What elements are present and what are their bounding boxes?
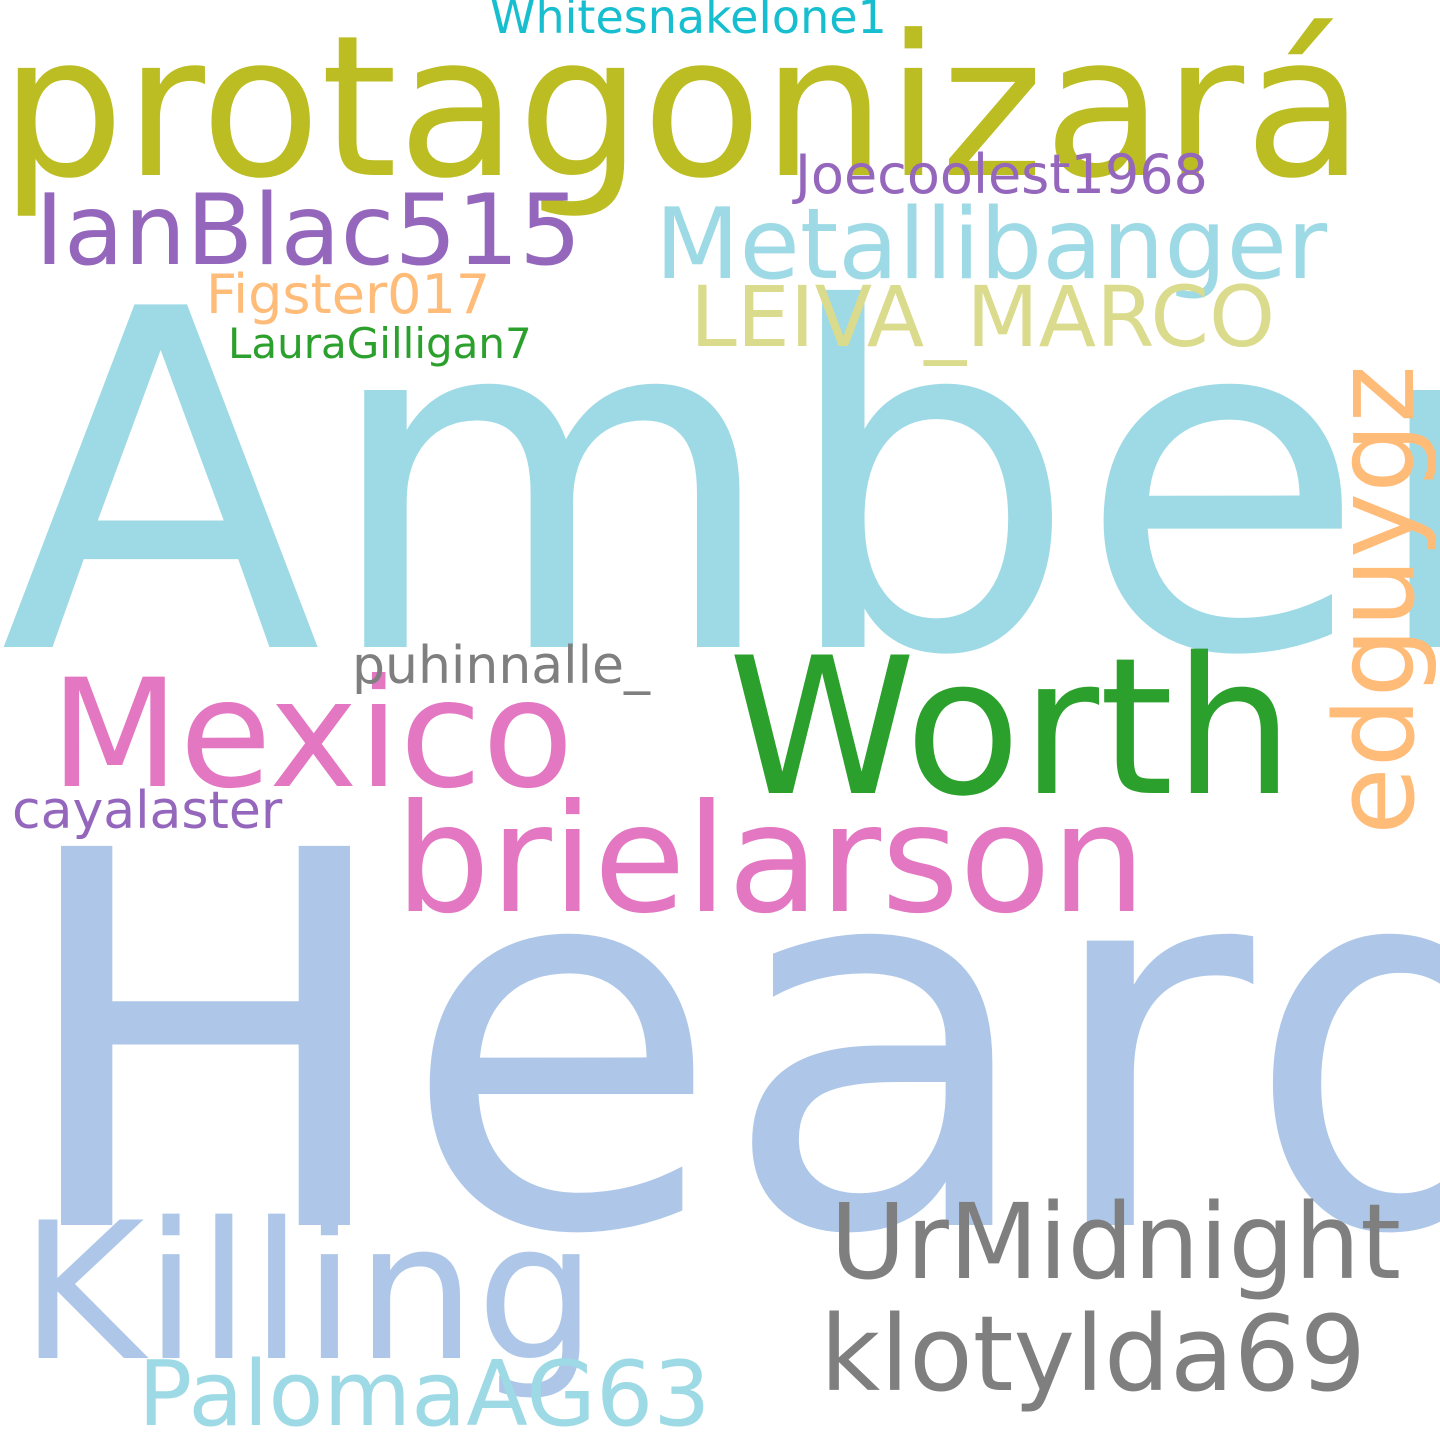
- word-whitesnakeione1: WhitesnakeIone1: [490, 0, 887, 44]
- word-figster017: Figster017: [206, 263, 491, 326]
- word-cayalaster: cayalaster: [12, 781, 283, 841]
- word-protagonizara: protagonizará: [0, 0, 1365, 222]
- word-metallibanger: Metallibanger: [655, 188, 1328, 302]
- word-worth: Worth: [728, 617, 1295, 838]
- word-brielarson: brielarson: [395, 773, 1147, 947]
- word-amber: Amber: [0, 211, 1440, 758]
- word-killing: Killing: [20, 1182, 597, 1403]
- word-ianblac515: IanBlac515: [35, 174, 582, 288]
- word-lauragilligan7: LauraGilligan7: [228, 319, 532, 368]
- word-palomaag63: PalomaAG63: [138, 1342, 711, 1440]
- word-heard: Heard: [10, 742, 1440, 1348]
- word-leiva-marco: LEIVA_MARCO: [690, 268, 1276, 366]
- word-edguygz: edguygz: [1311, 365, 1439, 835]
- word-urmidnight: UrMidnight: [830, 1181, 1402, 1303]
- word-mexico: Mexico: [50, 648, 574, 822]
- word-puhinnalle: puhinnalle_: [352, 636, 651, 696]
- word-klotylda69: klotylda69: [820, 1293, 1367, 1415]
- word-joecoolest1968: Joecoolest1968: [795, 143, 1208, 206]
